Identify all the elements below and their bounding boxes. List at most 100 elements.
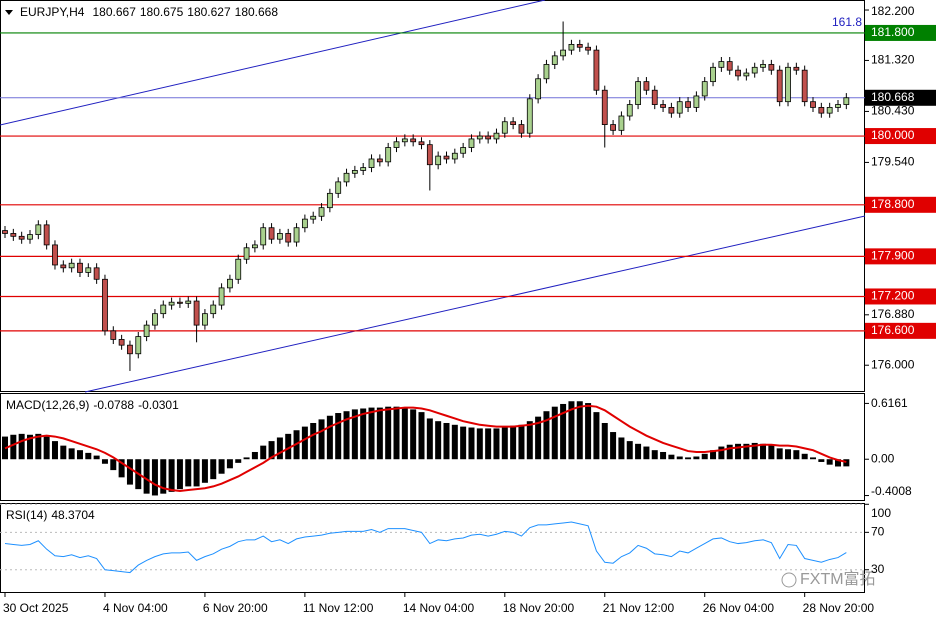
ohlc-value: 180.675 [140, 5, 184, 19]
candle-body [801, 69, 808, 103]
macd-bar [268, 441, 275, 460]
macd-bar [576, 401, 583, 460]
level-label: 178.800 [871, 197, 915, 211]
macd-bar [593, 412, 600, 460]
candle-body [285, 233, 292, 243]
y-tick-label: 0.6161 [871, 396, 908, 410]
macd-bar [393, 406, 400, 460]
candle-body [710, 66, 716, 83]
macd-bar [726, 444, 733, 460]
candle-body [718, 61, 725, 68]
candle-body [127, 344, 133, 355]
candle-body [560, 49, 567, 57]
macd-bar [551, 406, 558, 460]
candle-body [293, 227, 300, 243]
macd-bar [35, 433, 42, 460]
candle-body [543, 64, 550, 80]
candle-body [18, 235, 25, 240]
macd-bar [160, 459, 167, 494]
macd-bar [701, 453, 708, 460]
y-tick-label: 179.540 [871, 155, 915, 169]
menu-icon [5, 10, 13, 15]
watermark-icon [781, 572, 797, 588]
x-tick-label: 21 Nov 12:00 [603, 601, 675, 615]
candle-body [576, 43, 583, 48]
macd-bar [176, 459, 183, 490]
macd-bar [76, 450, 83, 460]
candle-body [551, 55, 558, 65]
candle-body [526, 98, 533, 134]
macd-bar [451, 424, 458, 460]
candle-body [360, 167, 367, 171]
y-tick-label: 182.200 [871, 4, 915, 18]
candle-body [401, 138, 408, 143]
macd-bar [151, 459, 158, 496]
candle-body [643, 81, 650, 91]
candle-body [585, 46, 591, 51]
candle-body [276, 233, 283, 240]
candle-body [701, 81, 708, 97]
candle-body [568, 43, 575, 51]
candle-body [93, 267, 100, 280]
candle-body [535, 78, 542, 100]
macd-bar [210, 459, 217, 480]
macd-bar [718, 446, 725, 460]
macd-bar [168, 459, 175, 492]
macd-bar [93, 455, 100, 460]
candle-body [668, 107, 675, 114]
y-tick-label: 181.320 [871, 53, 915, 67]
macd-bar [785, 449, 792, 460]
ohlc-value: 180.667 [92, 5, 136, 19]
macd-bar [343, 411, 350, 460]
y-tick-label: 176.880 [871, 307, 915, 321]
price-label-box [865, 89, 936, 106]
candle-body [335, 181, 342, 194]
macd-bar [793, 450, 800, 460]
macd-bar [835, 459, 841, 467]
candle-body [760, 64, 766, 68]
candle-body [143, 324, 150, 337]
macd-bar [651, 450, 658, 460]
y-tick-label: 0.00 [871, 451, 895, 465]
candle-body [160, 304, 167, 315]
macd-bar [260, 445, 267, 460]
macd-bar [226, 459, 233, 469]
candle-body [510, 121, 517, 126]
macd-bar [418, 412, 425, 460]
channel-line [84, 215, 866, 393]
candle-body [443, 155, 450, 160]
macd-bar [485, 428, 492, 460]
candle-body [476, 135, 483, 140]
y-tick-label: 180.430 [871, 104, 915, 118]
y-tick-label: 70 [871, 525, 885, 539]
macd-bar [760, 443, 767, 460]
macd-bar [568, 401, 575, 460]
macd-bar [635, 443, 642, 460]
macd-bar [443, 422, 450, 460]
candle-body [485, 135, 492, 140]
macd-bar [493, 428, 500, 460]
candle-body [468, 138, 475, 148]
macd-bar [285, 433, 292, 460]
candle-body [43, 224, 50, 246]
x-tick-label: 18 Nov 20:00 [503, 601, 575, 615]
macd-bar [743, 443, 750, 460]
macd-bar [243, 457, 250, 460]
candle-body [593, 49, 600, 91]
candle-body [35, 224, 42, 235]
candle-body [235, 258, 242, 280]
y-tick-label: -0.4008 [871, 484, 912, 498]
watermark: FXTM富拓 [800, 570, 876, 588]
level-label-box [865, 24, 936, 41]
candle-body [110, 330, 117, 340]
macd-bar [710, 450, 717, 460]
candle-body [376, 158, 383, 163]
candle-body [501, 121, 508, 134]
macd-bar [435, 421, 442, 460]
macd-title: MACD(12,26,9) [6, 398, 89, 412]
level-label-box [865, 322, 936, 339]
x-tick-label: 11 Nov 12:00 [303, 601, 374, 615]
candle-body [743, 72, 750, 77]
macd-bar [60, 445, 67, 460]
